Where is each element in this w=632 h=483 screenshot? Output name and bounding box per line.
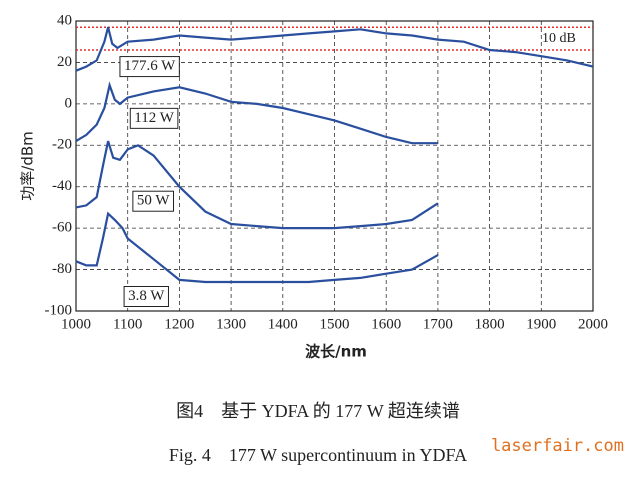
y-tick-label: 0 — [65, 95, 73, 111]
x-tick-label: 1600 — [371, 316, 401, 332]
series-label-box — [119, 56, 180, 78]
plot-frame — [75, 20, 594, 312]
series-label-box — [132, 190, 175, 212]
y-tick-label: -40 — [52, 178, 72, 194]
x-tick-label: 1300 — [216, 316, 246, 332]
watermark: laserfair.com — [491, 436, 624, 456]
annotation: 10 dB — [542, 31, 576, 46]
series-line — [75, 140, 439, 230]
y-axis-label: 功率/dBm — [19, 131, 37, 200]
series-line — [75, 211, 439, 284]
series-line — [75, 81, 438, 145]
y-tick-label: -20 — [52, 137, 72, 153]
x-tick-label: 1700 — [423, 316, 453, 332]
series-label: 112 W — [134, 110, 174, 126]
x-tick-label: 1000 — [61, 316, 91, 332]
x-tick-label: 1400 — [268, 316, 298, 332]
x-tick-label: 1100 — [113, 316, 142, 332]
y-tick-label: 20 — [57, 54, 72, 70]
x-tick-label: 1200 — [164, 316, 194, 332]
caption-cn: 图4 基于 YDFA 的 177 W 超连续谱 — [176, 401, 460, 421]
y-tick-label: 40 — [57, 12, 72, 28]
y-tick-label: -80 — [52, 261, 72, 277]
series-label-box — [123, 286, 169, 307]
y-tick-label: -60 — [52, 220, 72, 236]
x-tick-label: 1500 — [320, 316, 350, 332]
x-tick-label: 1900 — [526, 316, 556, 332]
series-label: 177.6 W — [124, 58, 176, 74]
y-tick-label: -100 — [45, 302, 73, 318]
x-tick-label: 2000 — [578, 316, 608, 332]
series-label: 3.8 W — [128, 288, 165, 304]
series-label: 50 W — [137, 193, 170, 209]
series-label-box — [129, 107, 179, 129]
x-axis-label: 波长/nm — [305, 343, 367, 361]
series-line — [75, 26, 594, 72]
x-tick-label: 1800 — [475, 316, 505, 332]
caption-en: Fig. 4 177 W supercontinuum in YDFA — [169, 445, 467, 465]
